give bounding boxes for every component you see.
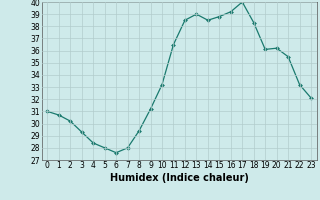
X-axis label: Humidex (Indice chaleur): Humidex (Indice chaleur) [110,173,249,183]
